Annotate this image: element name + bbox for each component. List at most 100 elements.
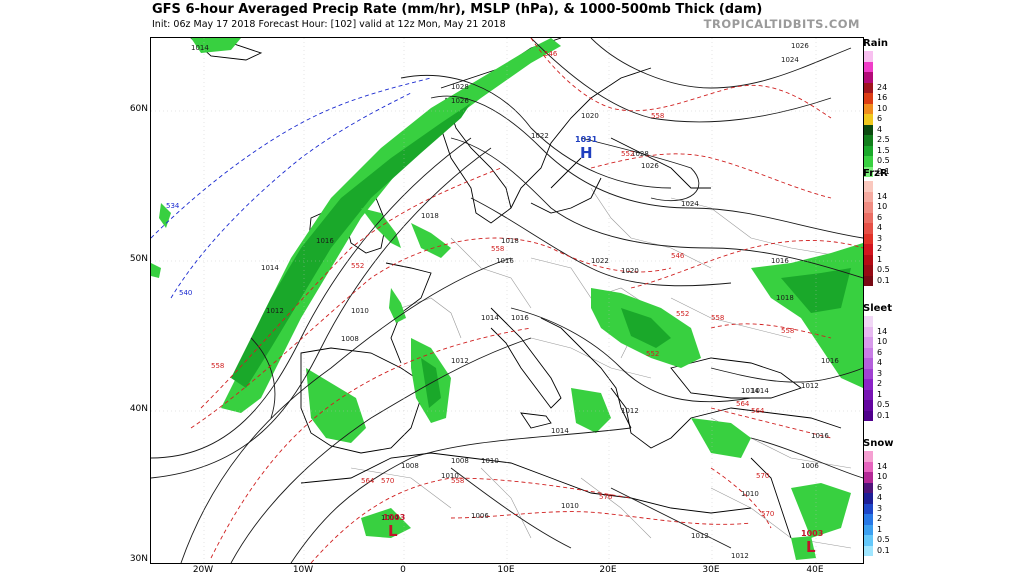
legend-swatch [864,114,873,125]
legend-frzr: FrzR 14 10 6 4 3 2 1 0.5 0.1 [863,167,893,286]
legend-swatch [864,379,873,390]
legend-sleet: Sleet 14 10 6 4 3 2 1 0.5 0.1 [863,302,893,421]
legend-row: 6 [863,482,893,493]
isobar-label: 1016 [821,357,839,365]
isobar-label: 1008 [451,457,469,465]
legend-row: 2.5 [863,135,893,146]
legend-value: 3 [877,503,883,513]
legend-value: 6 [877,114,883,123]
lon-label-30e: 30E [702,565,720,575]
legend-swatch [864,503,873,514]
legend-swatch [864,265,873,276]
legend-value: 2 [877,514,883,523]
thickness-label: 564 [361,477,375,485]
thickness-label: 552 [676,310,689,318]
thickness-label: 570 [761,510,774,518]
legend-swatch [864,535,873,546]
isobar-label: 1028 [631,150,649,158]
legend-row: 0.1 [863,410,893,421]
legend-value: 0.1 [877,410,890,420]
legend-value: 6 [877,212,883,222]
thickness-label: 558 [451,477,464,485]
thickness-label: 558 [781,327,794,335]
isobar-label: 1006 [471,512,489,520]
isobar-label: 1012 [731,552,749,560]
isobar-label: 1024 [681,200,699,208]
thickness-lines [190,38,863,563]
legend-value: 0.1 [877,545,890,555]
legend-row: 10 [863,472,893,483]
legend-title: Sleet [863,303,892,314]
isobars [151,38,863,563]
legend-row [863,451,893,462]
legend-value: 24 [877,82,888,92]
legend-value: 0.5 [877,535,890,544]
brand-watermark[interactable]: TROPICALTIDBITS.COM [703,17,860,31]
legend-swatch [864,124,873,135]
legend-value: 0.1 [877,275,890,285]
legend-swatch [864,451,873,462]
thickness-label: 546 [544,50,558,58]
legend-value: 10 [877,202,888,211]
isobar-labels: 1014 1026 1024 1028 1026 1020 1022 1026 1024 1028… [191,42,839,560]
thickness-label: 552 [646,350,659,358]
thickness-label: 564 [736,400,750,408]
low-pressure-marker: L [806,538,816,556]
thickness-label: 552 [351,262,364,270]
isobar-label: 1010 [741,490,759,498]
thickness-label: 558 [711,314,724,322]
legend-row: 3 [863,503,893,514]
legend-swatch [864,514,873,525]
map-canvas: 1014 1026 1024 1028 1026 1020 1022 1026 1024 1028… [151,38,863,563]
legend-swatch [864,358,873,369]
isobar-label: 1014 [261,264,279,272]
isobar-label: 1022 [531,132,549,140]
legend-row [863,316,893,327]
map-title: GFS 6-hour Averaged Precip Rate (mm/hr),… [152,2,763,17]
legend-row: 4 [863,358,893,369]
legend-row: 1 [863,524,893,535]
legend-swatch [864,93,873,104]
legend-value: 4 [877,358,883,367]
weather-map[interactable]: 1014 1026 1024 1028 1026 1020 1022 1026 1024 1028… [150,37,864,564]
legend-swatch [864,181,873,192]
legend-swatch [864,389,873,400]
legend-row [863,72,893,83]
legend-value: 4 [877,124,883,134]
legend-swatch [864,103,873,114]
legend-row: 14 [863,326,893,337]
legend-row: 16 [863,93,893,104]
legend-row: 0.5 [863,535,893,546]
legend-row: 10 [863,202,893,213]
map-subtitle: Init: 06z May 17 2018 Forecast Hour: [10… [152,19,506,30]
legend-swatch [864,368,873,379]
isobar-label: 1016 [496,257,514,265]
isobar-label: 1020 [621,267,639,275]
isobar-label: 1014 [551,427,569,435]
lon-label-10w: 10W [292,565,314,575]
thickness-label: 534 [166,202,180,210]
legend-swatch [864,166,873,177]
legend-row: 4 [863,124,893,135]
header: GFS 6-hour Averaged Precip Rate (mm/hr),… [152,2,862,34]
legend-snow: Snow 14 10 6 4 3 2 1 0.5 0.1 [863,437,893,556]
thickness-label: 570 [756,472,769,480]
legend-swatch [864,316,873,327]
isobar-label: 1018 [776,294,794,302]
legend-swatch [864,244,873,255]
isobar-label: 1014 [481,314,499,322]
legend-row: 3 [863,368,893,379]
isobar-label: 1026 [641,162,659,170]
coastlines [190,38,842,539]
isobar-label: 1012 [801,382,819,390]
legend-row: 0.5 [863,265,893,276]
legend-row: 0.5 [863,400,893,411]
legend-swatch [864,212,873,223]
legend-row: 2 [863,514,893,525]
lat-label-50n: 50N [129,254,148,264]
legend-title: Snow [863,438,894,449]
legend-row: 10 [863,337,893,348]
isobar-label: 1012 [451,357,469,365]
legend-swatch [864,135,873,146]
legend-swatch [864,72,873,83]
